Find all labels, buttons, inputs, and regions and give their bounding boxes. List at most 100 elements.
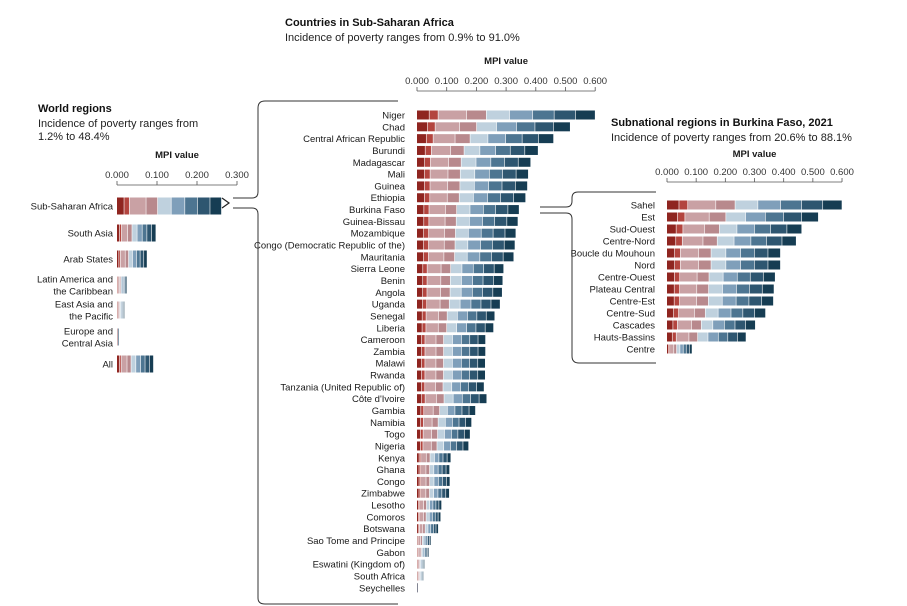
subregion-bar-boucle-du-mouhoun	[667, 249, 780, 258]
bar-segment	[479, 394, 486, 403]
bar-segment	[428, 122, 435, 131]
bar-segment	[735, 321, 745, 330]
bar-segment	[483, 217, 495, 226]
bar-segment	[434, 524, 436, 533]
subregion-label: Centre-Ouest	[598, 273, 655, 284]
bar-segment	[429, 252, 444, 261]
bar-segment	[725, 321, 735, 330]
bar-segment	[447, 453, 450, 462]
country-label: Malawi	[375, 359, 405, 370]
bar-segment	[755, 261, 768, 270]
bar-segment	[702, 321, 713, 330]
bar-segment	[462, 335, 470, 344]
bar-segment	[674, 345, 676, 354]
bar-segment	[749, 297, 761, 306]
country-label: Uganda	[372, 300, 406, 311]
bar-segment	[487, 311, 495, 320]
subregion-label: Plateau Central	[590, 285, 655, 296]
bar-segment	[125, 277, 126, 294]
bar-segment	[417, 524, 418, 533]
bar-segment	[507, 217, 518, 226]
subregion-label: Sahel	[631, 201, 655, 212]
bar-segment	[424, 418, 432, 427]
country-bar-tanzania-united-republic-of	[417, 382, 484, 391]
bar-segment	[680, 297, 696, 306]
bar-segment	[684, 345, 686, 354]
bar-segment	[418, 548, 419, 557]
bar-segment	[417, 406, 421, 415]
bar-segment	[455, 252, 467, 261]
bar-segment	[533, 111, 554, 120]
bar-segment	[140, 251, 143, 268]
bar-segment	[417, 382, 421, 391]
bar-segment	[677, 345, 680, 354]
bar-segment	[432, 418, 437, 427]
country-label: Sierra Leone	[351, 264, 405, 275]
bar-segment	[478, 347, 485, 356]
bar-segment	[678, 213, 685, 222]
bar-segment	[720, 225, 737, 234]
bar-segment	[470, 134, 487, 143]
bar-segment	[470, 347, 478, 356]
bar-segment	[470, 335, 478, 344]
bar-segment	[823, 201, 842, 210]
bar-segment	[421, 477, 426, 486]
bar-segment	[516, 181, 528, 190]
bar-segment	[136, 356, 140, 373]
bar-segment	[746, 213, 765, 222]
bar-segment	[429, 111, 437, 120]
bar-segment	[426, 311, 438, 320]
bar-segment	[467, 111, 486, 120]
bar-segment	[469, 229, 481, 238]
bar-segment	[461, 382, 468, 391]
bar-segment	[492, 252, 503, 261]
bar-segment	[505, 229, 515, 238]
bar-segment	[423, 264, 427, 273]
bar-segment	[427, 501, 430, 510]
bar-segment	[698, 333, 708, 342]
bar-segment	[417, 193, 424, 202]
country-label: Niger	[382, 111, 405, 122]
bar-segment	[802, 213, 818, 222]
region-bar-all	[117, 356, 153, 373]
region-bar-east-asia-and-the-pacific	[117, 302, 124, 319]
bar-segment	[755, 309, 765, 318]
bar-segment	[751, 237, 766, 246]
bar-segment	[444, 371, 452, 380]
bar-segment	[444, 359, 452, 368]
bar-segment	[743, 309, 754, 318]
bar-segment	[802, 201, 822, 210]
bar-segment	[741, 249, 754, 258]
bar-segment	[681, 261, 699, 270]
bar-segment	[425, 524, 427, 533]
country-label: Sao Tome and Principe	[307, 536, 405, 547]
bar-segment	[425, 359, 435, 368]
bar-segment	[539, 134, 553, 143]
bar-segment	[457, 441, 463, 450]
bar-segment	[420, 548, 421, 557]
bar-segment	[731, 309, 742, 318]
bar-segment	[435, 122, 459, 131]
burkina-subtitle: Incidence of poverty ranges from 20.6% t…	[611, 132, 852, 145]
bar-segment	[485, 323, 493, 332]
bar-segment	[417, 205, 424, 214]
bar-segment	[438, 111, 466, 120]
bar-segment	[429, 205, 445, 214]
bar-segment	[422, 382, 425, 391]
country-label: Mauritania	[361, 252, 406, 263]
bar-segment	[441, 288, 450, 297]
bar-segment	[417, 453, 419, 462]
bar-segment	[426, 548, 427, 557]
bar-segment	[446, 418, 453, 427]
bar-segment	[434, 477, 438, 486]
bar-segment	[781, 201, 801, 210]
bar-segment	[767, 237, 782, 246]
bar-segment	[667, 345, 668, 354]
region-label: Sub-Saharan Africa	[31, 202, 114, 213]
subregion-label: Nord	[634, 261, 655, 272]
bar-segment	[124, 277, 125, 294]
bar-segment	[417, 146, 425, 155]
bar-segment	[475, 170, 489, 179]
bar-segment	[417, 394, 421, 403]
bar-segment	[506, 134, 522, 143]
